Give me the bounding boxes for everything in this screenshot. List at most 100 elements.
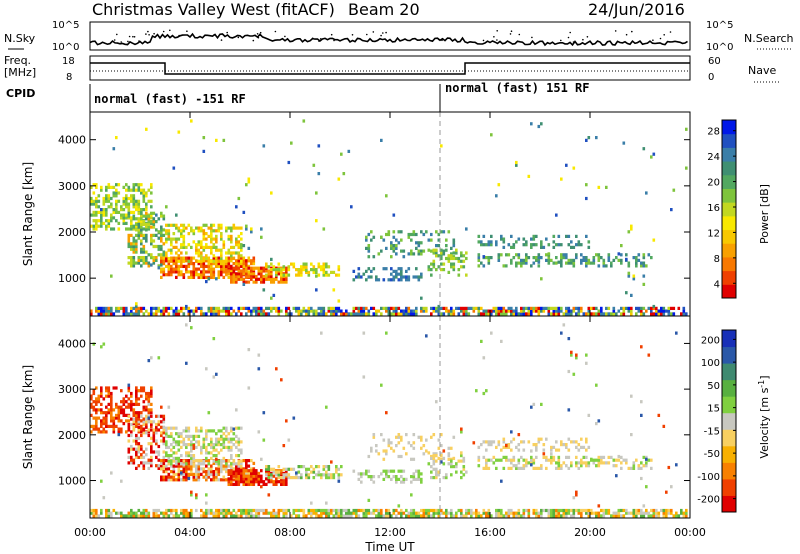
echo-cell (497, 253, 501, 257)
echo-cell (597, 504, 601, 508)
echo-cell (392, 508, 396, 513)
echo-cell (137, 428, 141, 432)
echo-cell (392, 475, 396, 479)
echo-cell (490, 309, 493, 313)
echo-cell (317, 262, 321, 266)
echo-cell (150, 455, 153, 459)
echo-cell (150, 447, 153, 451)
echo-cell (215, 138, 218, 142)
echo-cell (522, 243, 526, 247)
echo-cell (105, 306, 108, 310)
echo-cell (317, 265, 321, 269)
echo-cell (177, 432, 181, 436)
echo-cell (655, 514, 658, 518)
echo-cell (460, 251, 463, 255)
echo-cell (400, 480, 403, 484)
echo-cell (560, 264, 563, 268)
echo-cell (92, 342, 96, 346)
echo-cell (105, 309, 108, 313)
echo-cell (380, 383, 383, 387)
echo-cell (235, 426, 238, 430)
echo-cell (560, 177, 563, 181)
echo-cell (282, 444, 286, 448)
echo-cell (362, 508, 366, 513)
echo-cell (190, 472, 193, 476)
echo-cell (190, 514, 193, 518)
colorbar-tick-label: 8 (714, 254, 720, 265)
echo-cell (412, 511, 416, 515)
echo-cell (147, 428, 151, 432)
echo-cell (277, 312, 281, 316)
echo-cell (112, 191, 116, 195)
echo-cell (132, 447, 136, 451)
echo-cell (422, 452, 426, 456)
echo-cell (595, 464, 598, 468)
echo-cell (552, 312, 556, 316)
echo-cell (267, 272, 271, 276)
echo-cell (132, 461, 136, 465)
echo-cell (482, 511, 486, 515)
echo-cell (522, 312, 526, 316)
echo-cell (415, 275, 418, 279)
echo-cell (452, 255, 456, 259)
echo-cell (662, 508, 666, 513)
echo-cell (225, 464, 228, 468)
echo-cell (502, 445, 506, 449)
echo-cell (252, 280, 256, 284)
nsearch-label: N.Search (744, 32, 794, 45)
echo-cell (240, 306, 243, 310)
echo-cell (137, 205, 141, 209)
echo-cell (167, 264, 171, 268)
echo-cell (230, 454, 233, 458)
echo-cell (550, 511, 553, 515)
echo-cell (222, 270, 226, 274)
echo-cell (217, 259, 221, 263)
echo-cell (202, 312, 206, 316)
echo-cell (462, 465, 466, 469)
echo-cell (545, 258, 548, 262)
echo-cell (245, 482, 248, 486)
echo-cell (685, 508, 688, 513)
echo-cell (537, 260, 541, 264)
echo-cell (322, 306, 326, 310)
echo-cell (250, 514, 253, 518)
echo-cell (597, 419, 601, 423)
echo-cell (635, 258, 638, 262)
echo-cell (575, 253, 578, 257)
echo-cell (312, 268, 316, 272)
echo-cell (427, 265, 431, 269)
nsky-tick-top: 10^5 (52, 20, 79, 31)
echo-cell (377, 511, 381, 515)
echo-cell (137, 414, 141, 418)
echo-cell (245, 272, 248, 276)
echo-cell (415, 511, 418, 515)
echo-cell (357, 309, 361, 313)
echo-cell (297, 470, 301, 474)
echo-cell (292, 265, 296, 269)
echo-cell (405, 306, 408, 310)
echo-cell (582, 508, 586, 513)
echo-cell (105, 208, 108, 212)
echo-cell (150, 464, 153, 468)
echo-cell (215, 457, 218, 461)
echo-cell (332, 306, 336, 310)
echo-cell (95, 227, 98, 231)
echo-cell (205, 459, 208, 463)
echo-cell (667, 465, 671, 470)
echo-cell (160, 459, 163, 463)
echo-cell (280, 280, 283, 284)
echo-cell (182, 459, 186, 463)
echo-cell (460, 451, 463, 455)
echo-cell (147, 261, 151, 265)
echo-cell (420, 249, 423, 253)
echo-cell (412, 309, 416, 313)
echo-cell (177, 434, 181, 438)
echo-cell (560, 508, 563, 513)
echo-cell (222, 309, 226, 313)
echo-cell (342, 172, 346, 176)
echo-cell (227, 469, 231, 473)
echo-cell (630, 224, 633, 228)
echo-cell (210, 456, 213, 460)
echo-cell (137, 256, 141, 260)
echo-cell (265, 265, 268, 269)
